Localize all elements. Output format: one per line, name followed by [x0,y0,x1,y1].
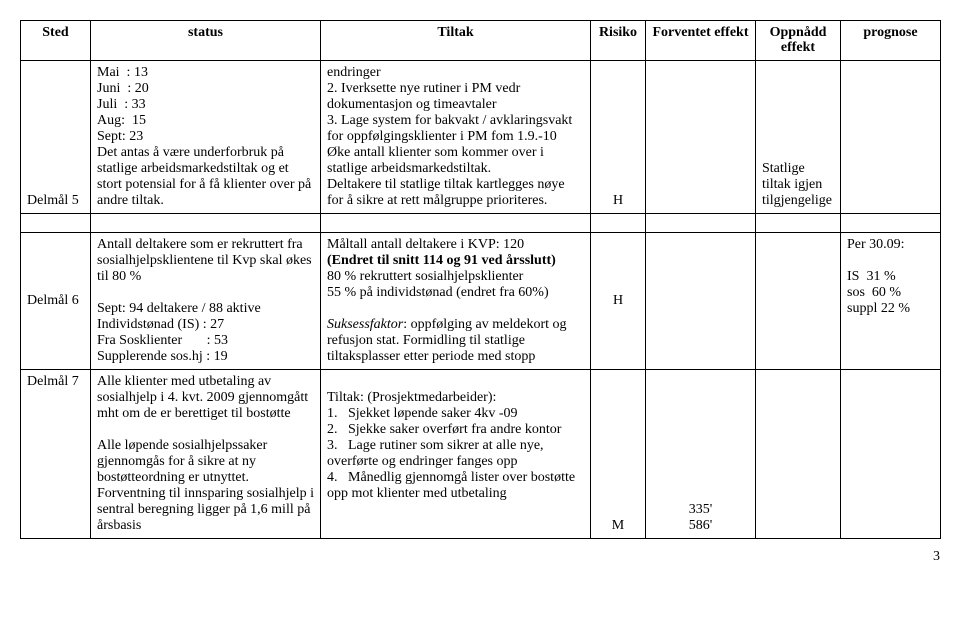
r5-tiltak: endringer 2. Iverksette nye rutiner i PM… [321,60,591,213]
page-number: 3 [20,549,940,565]
r6-forventet [646,232,756,369]
hdr-risiko: Risiko [591,21,646,61]
row-delmal-5: Delmål 5 Mai : 13 Juni : 20 Juli : 33 Au… [21,60,941,213]
r6-prognose: Per 30.09: IS 31 % sos 60 % suppl 22 % [841,232,941,369]
r5-sted: Delmål 5 [21,60,91,213]
r5-forventet [646,60,756,213]
r6-risiko: H [591,232,646,369]
r6-tiltak-rest: 80 % rekruttert sosialhjelpsklienter 55 … [327,269,549,300]
r6-tiltak-l2: (Endret til snitt 114 og 91 ved årsslutt… [327,253,556,268]
r6-status: Antall deltakere som er rekruttert fra s… [91,232,321,369]
row-delmal-6: Delmål 6 Antall deltakere som er rekrutt… [21,232,941,369]
hdr-forventet: Forventet effekt [646,21,756,61]
r5-oppnadd: Statlige tiltak igjen tilgjengelige [756,60,841,213]
hdr-tiltak: Tiltak [321,21,591,61]
r6-sf-label: Suksessfaktor [327,317,403,332]
r7-oppnadd [756,369,841,538]
r6-oppnadd [756,232,841,369]
r6-sted: Delmål 6 [21,232,91,369]
r7-status: Alle klienter med utbetaling av sosialhj… [91,369,321,538]
r7-forventet: 335' 586' [646,369,756,538]
report-table: Sted status Tiltak Risiko Forventet effe… [20,20,941,539]
spacer-row [21,213,941,232]
hdr-prognose: prognose [841,21,941,61]
r5-prognose [841,60,941,213]
hdr-status: status [91,21,321,61]
r5-status: Mai : 13 Juni : 20 Juli : 33 Aug: 15 Sep… [91,60,321,213]
r6-tiltak: Måltall antall deltakere i KVP: 120 (End… [321,232,591,369]
row-delmal-7: Delmål 7 Alle klienter med utbetaling av… [21,369,941,538]
r7-sted: Delmål 7 [21,369,91,538]
hdr-oppnadd: Oppnådd effekt [756,21,841,61]
r7-tiltak: Tiltak: (Prosjektmedarbeider): 1. Sjekke… [321,369,591,538]
r6-tiltak-l1: Måltall antall deltakere i KVP: 120 [327,237,524,252]
r7-prognose [841,369,941,538]
hdr-sted: Sted [21,21,91,61]
r7-risiko: M [591,369,646,538]
header-row: Sted status Tiltak Risiko Forventet effe… [21,21,941,61]
r5-risiko: H [591,60,646,213]
